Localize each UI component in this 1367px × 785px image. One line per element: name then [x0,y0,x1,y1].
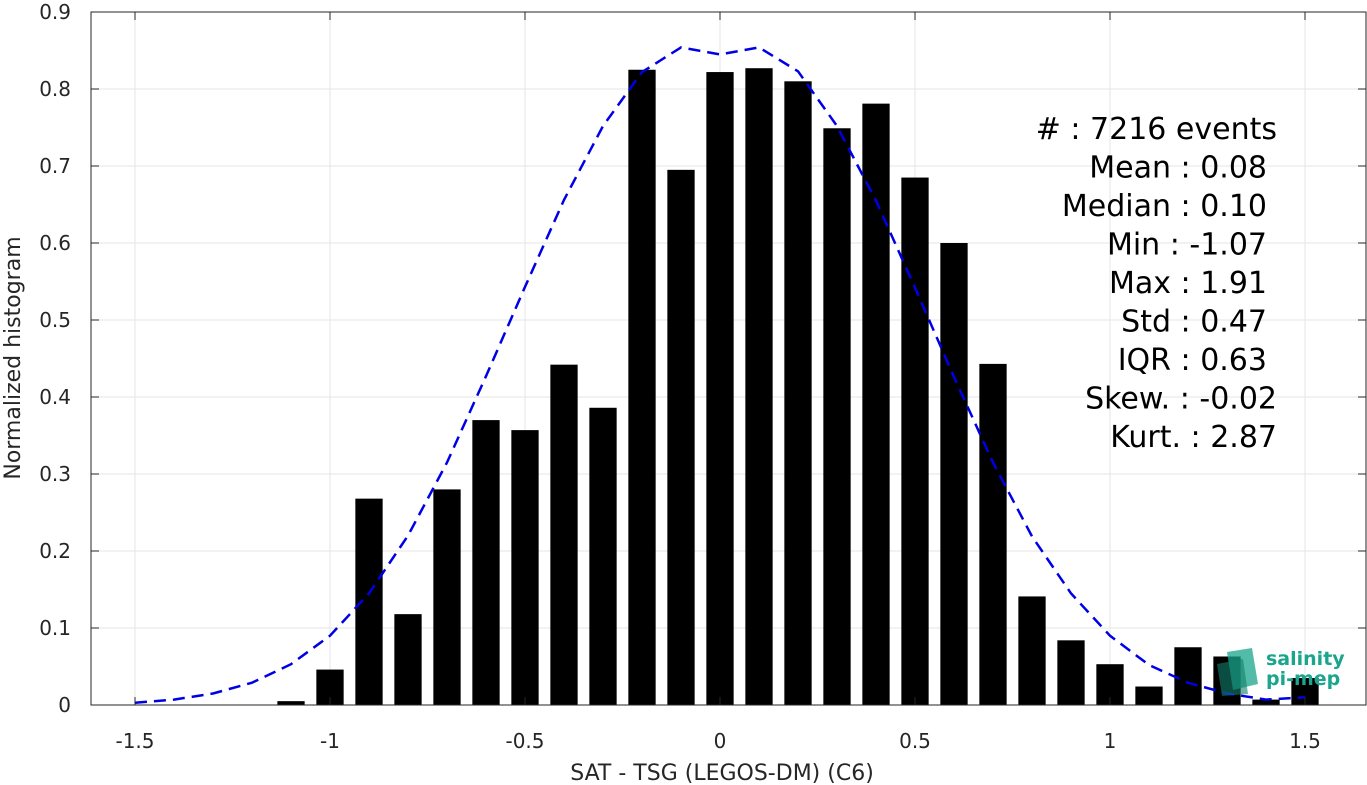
bar [667,169,695,706]
plot-frame [90,11,1367,706]
y-tick-label: 0.7 [39,154,71,178]
y-tick-label: 0.2 [39,539,71,563]
stat-line: # : 7216 events [1036,112,1277,147]
bar [1174,647,1202,705]
logo-line1: salinity [1266,648,1345,670]
bar [355,498,383,705]
stat-line: IQR : 0.63 [1118,343,1267,378]
y-tick-label: 0.8 [39,77,71,101]
bar [628,69,656,705]
y-tick-label: 0 [58,693,71,717]
bar [550,364,578,705]
x-tick-label: -1.5 [115,729,154,753]
y-tick-label: 0.4 [39,385,71,409]
salinity-pimep-logo: salinity pi-mep [1217,648,1345,696]
bar [277,701,305,705]
stat-line: Std : 0.47 [1121,305,1267,340]
bar [1057,640,1085,705]
bar [433,489,461,705]
x-tick-label: -0.5 [505,729,544,753]
bar [784,81,812,706]
x-tick-label: 1 [1104,729,1117,753]
y-tick-label: 0.1 [39,616,71,640]
x-axis-ticks: -1.5 -1 -0.5 0 0.5 1 1.5 [115,12,1321,753]
x-tick-label: 0.5 [899,729,931,753]
y-axis-ticks: 0 0.1 0.2 0.3 0.4 0.5 0.6 0.7 0.8 0.9 [39,0,1366,717]
fit-curve [134,46,1306,704]
bar [706,72,734,705]
bar [1018,596,1046,705]
stat-line: Min : -1.07 [1107,228,1267,263]
bar [1252,699,1280,705]
bar [472,420,500,705]
x-axis-label: SAT - TSG (LEGOS-DM) (C6) [570,761,874,785]
x-tick-label: -1 [320,729,340,753]
bar [823,128,851,705]
logo-line2: pi-mep [1266,668,1340,690]
y-tick-label: 0.5 [39,308,71,332]
y-tick-label: 0.3 [39,462,71,486]
x-tick-label: 0 [714,729,727,753]
stat-line: Max : 1.91 [1109,266,1267,301]
bar [511,430,539,705]
bar [1135,686,1163,705]
stat-line: Kurt. : 2.87 [1110,420,1277,455]
bar [979,363,1007,705]
bar [394,614,422,705]
bar [901,177,929,706]
x-tick-label: 1.5 [1289,729,1321,753]
bars-group [277,68,1319,706]
stat-line: Skew. : -0.02 [1085,382,1277,417]
stat-line: Median : 0.10 [1062,189,1267,224]
y-tick-label: 0.9 [39,0,71,24]
y-tick-label: 0.6 [39,231,71,255]
bar [589,407,617,705]
stat-line: Mean : 0.08 [1089,151,1267,186]
bar [862,103,890,705]
bar [940,243,968,705]
bar [745,68,773,705]
logo-cube-icon [1217,648,1258,696]
y-axis-label: Normalized histogram [1,236,26,479]
